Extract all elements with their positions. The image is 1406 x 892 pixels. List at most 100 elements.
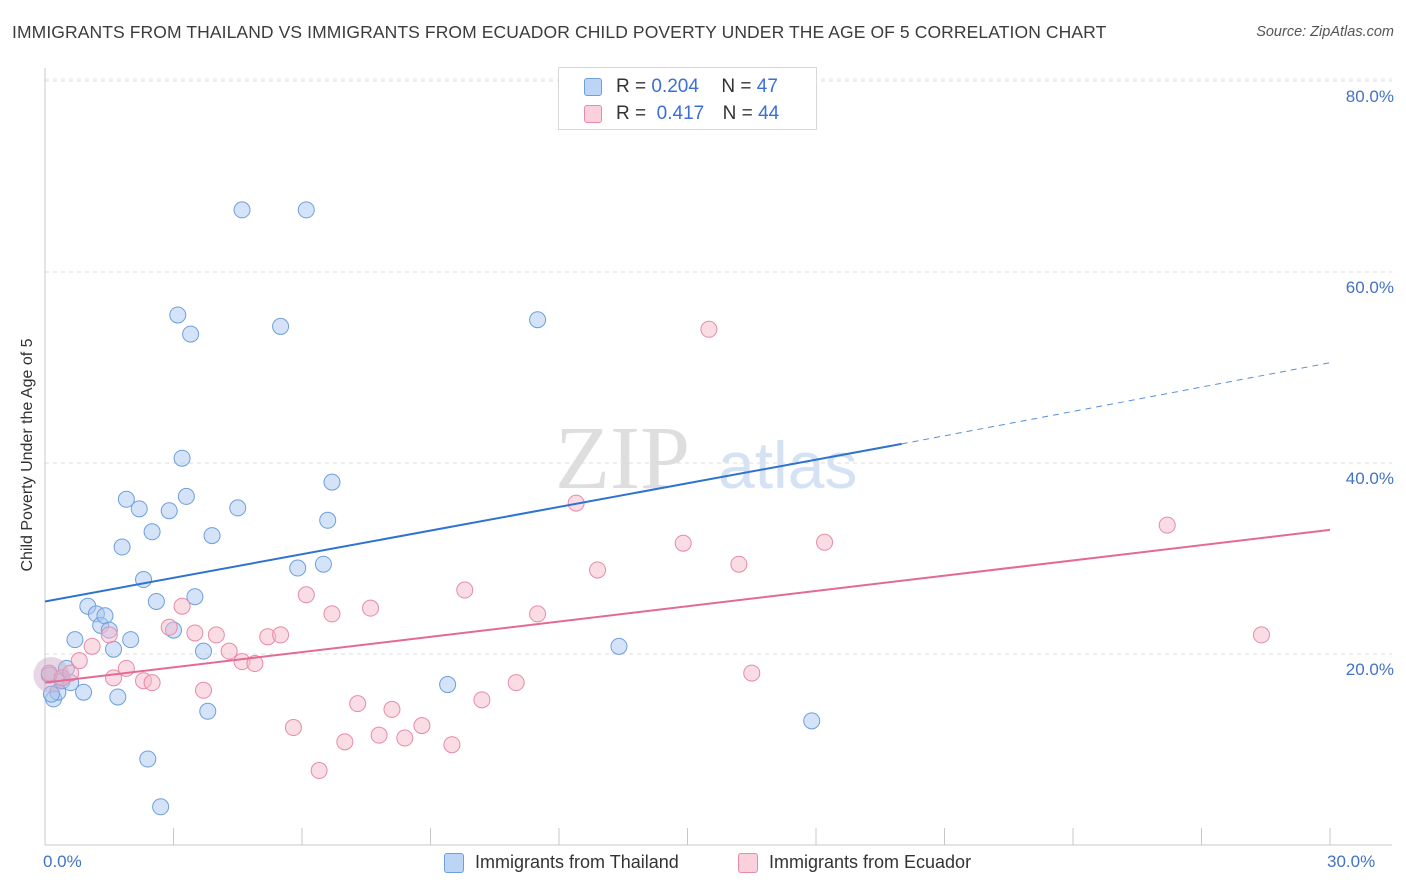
ecuador-point <box>589 561 607 579</box>
y-tick-label: 80.0% <box>1345 87 1394 106</box>
thailand-point <box>177 487 195 505</box>
ecuador-point <box>70 652 88 670</box>
ecuador-point <box>362 599 380 617</box>
thailand-point <box>803 712 821 730</box>
ecuador-point <box>507 674 525 692</box>
y-axis-label: Child Poverty Under the Age of 5 <box>19 338 36 572</box>
thailand-point <box>147 592 165 610</box>
thailand-point <box>529 311 547 329</box>
ecuador-point <box>100 626 118 644</box>
thailand-point <box>42 685 60 703</box>
y-tick-label: 40.0% <box>1345 469 1394 488</box>
ecuador-point <box>246 655 264 673</box>
ecuador-trend-line <box>44 528 1331 684</box>
axes <box>44 68 1392 846</box>
thailand-point <box>229 499 247 517</box>
n-value: 44 <box>758 103 780 124</box>
legend-label-thailand: Immigrants from Thailand <box>475 852 679 872</box>
ecuador-point <box>160 618 178 636</box>
thailand-point <box>130 500 148 518</box>
thailand-point <box>96 607 114 625</box>
origin-cluster-point <box>33 657 70 694</box>
r-label: R = <box>616 76 647 97</box>
y-tick-label: 60.0% <box>1345 278 1394 297</box>
ecuador-point <box>413 717 431 735</box>
watermark: ZIP atlas <box>555 409 857 508</box>
ecuador-point <box>674 534 692 552</box>
legend-swatch-ecuador <box>738 852 758 873</box>
ecuador-point <box>816 533 834 551</box>
ecuador-point <box>730 555 748 573</box>
ecuador-point <box>297 586 315 604</box>
ecuador-point <box>186 624 204 642</box>
ecuador-point <box>272 626 290 644</box>
thailand-point <box>199 702 217 720</box>
chart-title: IMMIGRANTS FROM THAILAND VS IMMIGRANTS F… <box>12 22 1107 42</box>
thailand-point <box>122 631 140 649</box>
thailand-point <box>143 523 161 541</box>
thailand-point <box>272 317 290 335</box>
ecuador-swatch <box>584 105 602 123</box>
ecuador-point <box>370 726 388 744</box>
thailand-swatch <box>584 78 602 96</box>
thailand-point <box>439 676 457 694</box>
thailand-point <box>173 449 191 467</box>
gridlines <box>45 78 1392 655</box>
ecuador-point <box>323 605 341 623</box>
thailand-point <box>610 637 628 655</box>
thailand-point <box>194 642 212 660</box>
stats-row-ecuador: R = 0.417 N = 44 <box>584 103 779 125</box>
x-tick-label-max: 30.0% <box>1327 852 1376 871</box>
n-label: N = <box>722 103 753 124</box>
ecuador-point <box>284 719 302 737</box>
ecuador-point <box>456 581 474 599</box>
ecuador-point <box>349 695 367 713</box>
trend-lines <box>44 362 1331 684</box>
source-label: Source: ZipAtlas.com <box>1256 24 1394 40</box>
ecuador-point <box>1158 516 1176 534</box>
legend-item-ecuador[interactable]: Immigrants from Ecuador <box>738 852 971 873</box>
legend-item-thailand[interactable]: Immigrants from Thailand <box>444 852 679 873</box>
thailand-point <box>160 502 178 520</box>
ecuador-point <box>1252 626 1270 644</box>
thailand-trend-extension <box>901 362 1331 445</box>
thailand-point <box>314 555 332 573</box>
thailand-point <box>105 640 123 658</box>
ecuador-point <box>743 664 761 682</box>
r-value: 0.417 <box>656 103 705 124</box>
thailand-point <box>66 631 84 649</box>
thailand-point <box>289 559 307 577</box>
thailand-point <box>186 588 204 606</box>
thailand-point <box>319 511 337 529</box>
thailand-point <box>113 538 131 556</box>
stats-legend: R = 0.204 N = 47 R = 0.417 N = 44 <box>558 67 817 130</box>
thailand-point <box>203 527 221 545</box>
r-value: 0.204 <box>651 76 699 97</box>
thailand-point <box>182 325 200 343</box>
n-value: 47 <box>756 76 778 97</box>
legend-swatch-thailand <box>444 852 464 873</box>
thailand-point <box>75 683 93 701</box>
ecuador-point <box>207 626 225 644</box>
ecuador-point <box>700 320 718 338</box>
ecuador-point <box>383 700 401 718</box>
thailand-point <box>109 688 127 706</box>
thailand-point <box>152 798 170 816</box>
ecuador-point <box>310 762 328 780</box>
thailand-point <box>233 201 251 219</box>
legend-label-ecuador: Immigrants from Ecuador <box>769 852 972 872</box>
thailand-point <box>297 201 315 219</box>
ecuador-point <box>194 681 212 699</box>
ecuador-point <box>143 674 161 692</box>
ecuador-point <box>83 637 101 655</box>
x-tick-label-min: 0.0% <box>43 852 82 871</box>
stats-row-thailand: R = 0.204 N = 47 <box>584 76 778 98</box>
thailand-trend-line <box>44 442 902 603</box>
ecuador-point <box>62 664 80 682</box>
ecuador-point <box>473 691 491 709</box>
data-points <box>33 201 1270 816</box>
y-tick-label: 20.0% <box>1345 660 1394 679</box>
thailand-point <box>169 306 187 324</box>
n-label: N = <box>721 76 752 97</box>
watermark-zip: ZIP <box>555 409 690 508</box>
